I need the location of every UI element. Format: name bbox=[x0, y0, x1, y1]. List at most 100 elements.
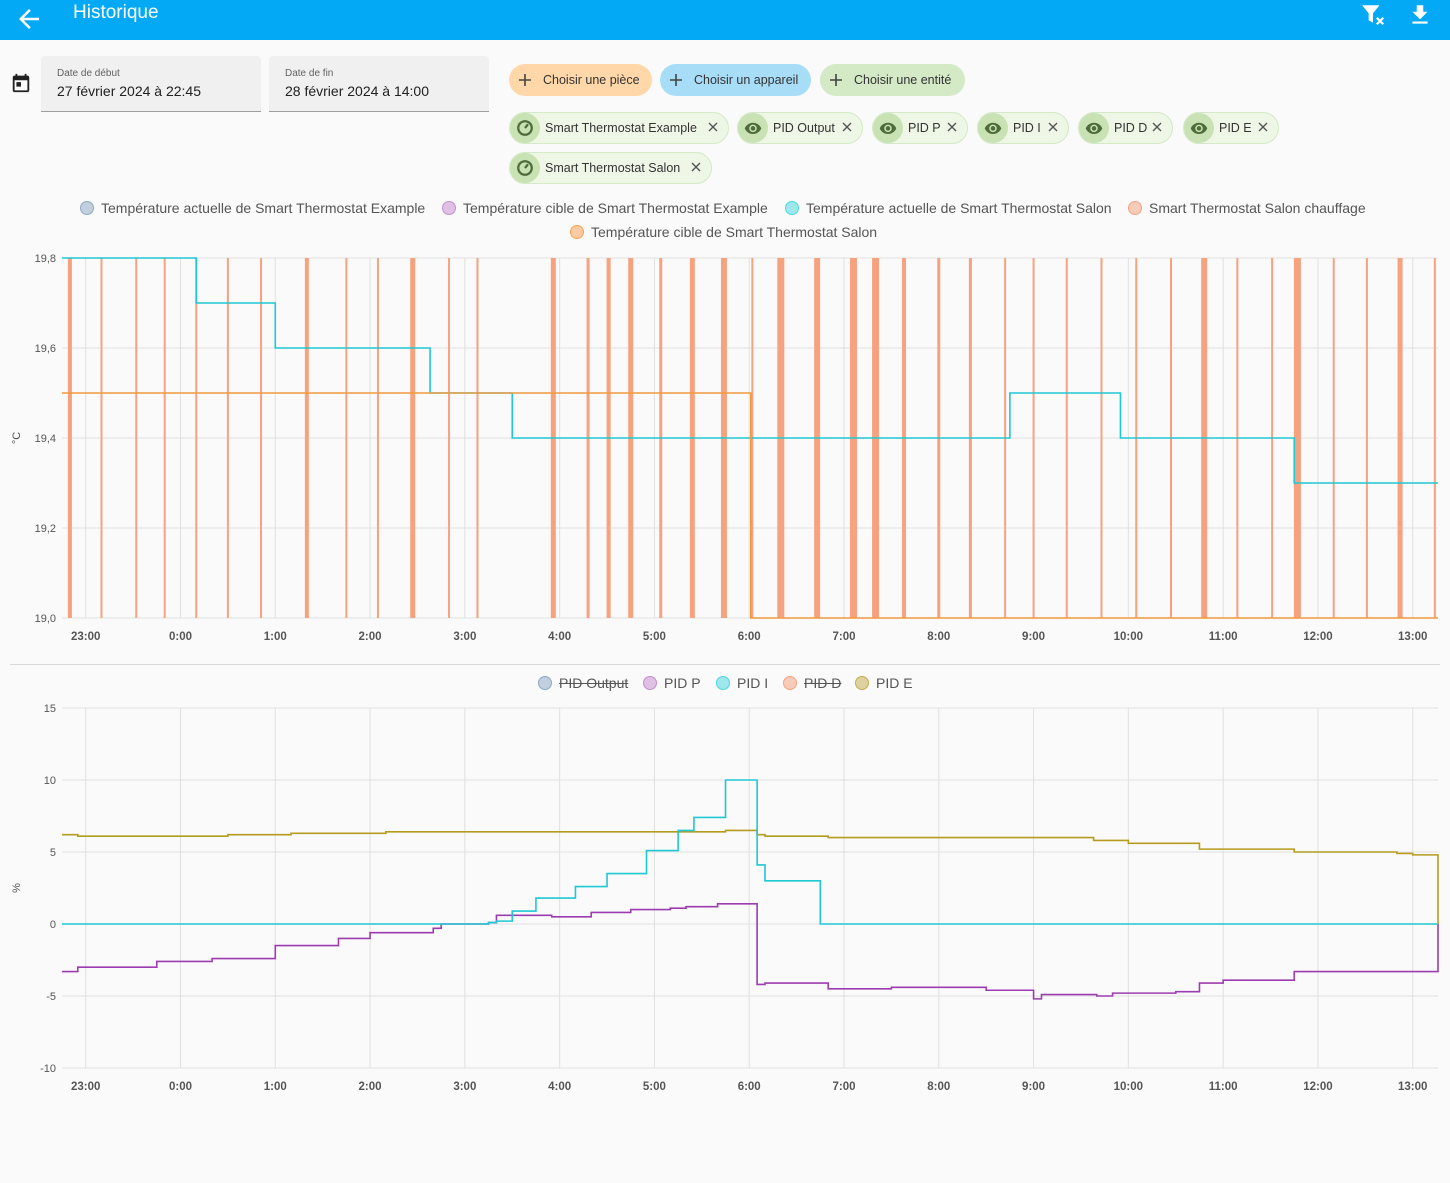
legend-item[interactable]: Température actuelle de Smart Thermostat… bbox=[785, 200, 1112, 216]
y-tick-label: 19,2 bbox=[35, 523, 56, 535]
page-title: Historique bbox=[73, 2, 159, 23]
x-tick-label: 12:00 bbox=[1303, 631, 1332, 643]
x-tick-label: 7:00 bbox=[832, 1081, 855, 1093]
y-axis-label: % bbox=[11, 883, 23, 893]
target-chip[interactable]: PID Output bbox=[737, 112, 863, 144]
legend-label: PID E bbox=[876, 675, 913, 691]
x-tick-label: 13:00 bbox=[1398, 631, 1427, 643]
x-tick-label: 9:00 bbox=[1022, 631, 1045, 643]
plus-icon bbox=[519, 74, 531, 86]
x-tick-label: 1:00 bbox=[264, 1081, 287, 1093]
legend-item[interactable]: Smart Thermostat Salon chauffage bbox=[1128, 200, 1366, 216]
legend-swatch bbox=[855, 676, 869, 690]
x-tick-label: 2:00 bbox=[359, 1081, 382, 1093]
heating-pulse bbox=[1365, 258, 1368, 618]
heating-pulse bbox=[1065, 258, 1068, 618]
series-line bbox=[62, 257, 1438, 484]
x-tick-label: 2:00 bbox=[359, 631, 382, 643]
legend-item[interactable]: PID P bbox=[643, 675, 701, 691]
legend-swatch bbox=[783, 676, 797, 690]
legend-label: Température actuelle de Smart Thermostat… bbox=[101, 200, 426, 216]
heating-pulse bbox=[376, 258, 379, 618]
x-tick-label: 10:00 bbox=[1114, 631, 1143, 643]
x-tick-label: 11:00 bbox=[1209, 1081, 1238, 1093]
legend-label: Smart Thermostat Salon chauffage bbox=[1149, 200, 1366, 216]
heating-pulse bbox=[163, 258, 166, 618]
close-icon[interactable] bbox=[1151, 121, 1163, 133]
legend-item[interactable]: PID E bbox=[855, 675, 913, 691]
target-chip[interactable]: PID I bbox=[977, 112, 1069, 144]
legend-item[interactable]: PID I bbox=[716, 675, 768, 691]
close-icon[interactable] bbox=[1047, 121, 1059, 133]
y-tick-label: 10 bbox=[44, 775, 56, 787]
target-chip[interactable]: PID E bbox=[1183, 112, 1279, 144]
thermostat-icon bbox=[510, 113, 540, 143]
close-icon[interactable] bbox=[690, 161, 702, 173]
plus-icon bbox=[670, 74, 682, 86]
legend-swatch bbox=[1128, 201, 1142, 215]
x-tick-label: 5:00 bbox=[643, 1081, 666, 1093]
close-icon[interactable] bbox=[1257, 121, 1269, 133]
series-line bbox=[62, 903, 1439, 1000]
target-chip[interactable]: Smart Thermostat Salon bbox=[509, 152, 712, 184]
target-chip-label: Smart Thermostat Example bbox=[545, 121, 697, 135]
pid-chart: -10 -5 0 5 10 15 23:00 0:00 1:00 2:00 3:00 4:00 5:00… bbox=[11, 703, 1439, 1093]
target-chip-label: PID I bbox=[1013, 121, 1041, 135]
choose-area-label: Choisir une pièce bbox=[543, 73, 640, 87]
start-date-label: Date de début bbox=[57, 68, 120, 79]
series-line bbox=[62, 392, 1438, 619]
eye-icon bbox=[738, 113, 768, 143]
arrow-left-icon[interactable] bbox=[14, 4, 44, 34]
legend-swatch bbox=[80, 201, 94, 215]
eye-icon bbox=[873, 113, 903, 143]
heating-pulse bbox=[345, 258, 348, 618]
close-icon[interactable] bbox=[841, 121, 853, 133]
x-tick-label: 5:00 bbox=[643, 631, 666, 643]
x-tick-label: 0:00 bbox=[169, 631, 192, 643]
target-chip-label: PID Output bbox=[773, 121, 835, 135]
legend-swatch bbox=[570, 225, 584, 239]
x-tick-label: 6:00 bbox=[738, 631, 761, 643]
y-tick-label: 19,6 bbox=[35, 343, 56, 355]
legend-swatch bbox=[716, 676, 730, 690]
x-tick-label: 4:00 bbox=[548, 1081, 571, 1093]
legend-item[interactable]: Température cible de Smart Thermostat Ex… bbox=[442, 200, 768, 216]
y-axis-label: °C bbox=[11, 432, 23, 444]
legend-item[interactable]: PID Output bbox=[538, 675, 628, 691]
x-tick-label: 12:00 bbox=[1303, 1081, 1332, 1093]
heating-pulse bbox=[1433, 258, 1436, 618]
heating-pulse bbox=[1100, 258, 1103, 618]
target-chip[interactable]: PID D bbox=[1078, 112, 1173, 144]
legend-label: Température cible de Smart Thermostat Sa… bbox=[591, 224, 878, 240]
choose-device-button[interactable]: Choisir un appareil bbox=[660, 64, 811, 96]
legend-swatch bbox=[643, 676, 657, 690]
thermostat-icon bbox=[510, 153, 540, 183]
legend-item[interactable]: Température actuelle de Smart Thermostat… bbox=[80, 200, 425, 216]
heating-pulse bbox=[195, 258, 198, 618]
legend-label: Température cible de Smart Thermostat Ex… bbox=[463, 200, 768, 216]
x-tick-label: 23:00 bbox=[71, 1081, 100, 1093]
target-chip[interactable]: PID P bbox=[872, 112, 968, 144]
y-tick-label: 5 bbox=[50, 847, 56, 859]
download-icon[interactable] bbox=[1407, 2, 1433, 28]
legend-item[interactable]: Température cible de Smart Thermostat Sa… bbox=[570, 224, 877, 240]
eye-icon bbox=[1079, 113, 1109, 143]
legend-label: PID I bbox=[737, 675, 769, 691]
choose-area-button[interactable]: Choisir une pièce bbox=[509, 64, 652, 96]
choose-device-label: Choisir un appareil bbox=[694, 73, 799, 87]
start-date-field[interactable]: Date de début 27 février 2024 à 22:45 bbox=[41, 56, 261, 112]
x-tick-label: 4:00 bbox=[548, 631, 571, 643]
end-date-field[interactable]: Date de fin 28 février 2024 à 14:00 bbox=[269, 56, 489, 112]
filter-remove-icon[interactable] bbox=[1360, 2, 1386, 28]
close-icon[interactable] bbox=[946, 121, 958, 133]
target-chip[interactable]: Smart Thermostat Example bbox=[509, 112, 729, 144]
heating-pulse bbox=[1397, 258, 1403, 618]
series-line bbox=[62, 829, 1439, 924]
y-tick-label: -5 bbox=[46, 991, 56, 1003]
close-icon[interactable] bbox=[707, 121, 719, 133]
x-tick-label: 3:00 bbox=[453, 631, 476, 643]
legend-item[interactable]: PID D bbox=[783, 675, 841, 691]
choose-entity-button[interactable]: Choisir une entité bbox=[820, 64, 965, 96]
heating-pulse bbox=[1332, 258, 1335, 618]
x-tick-label: 0:00 bbox=[169, 1081, 192, 1093]
